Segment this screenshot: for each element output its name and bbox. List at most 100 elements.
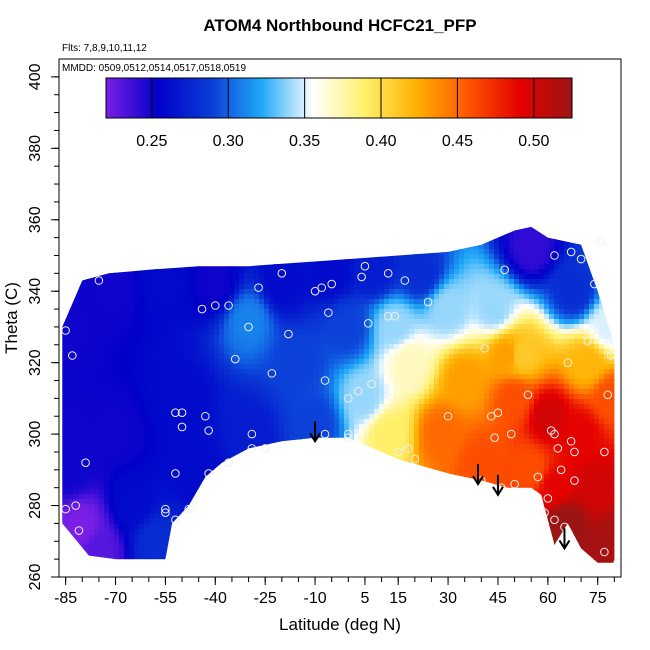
heatmap-cell bbox=[419, 269, 425, 275]
heatmap-cell bbox=[489, 339, 495, 345]
heatmap-cell bbox=[219, 474, 225, 480]
heatmap-cell bbox=[139, 334, 145, 340]
heatmap-cell bbox=[144, 344, 150, 350]
heatmap-cell bbox=[134, 274, 140, 280]
heatmap-cell bbox=[519, 219, 525, 225]
heatmap-cell bbox=[409, 329, 415, 335]
heatmap-cell bbox=[124, 334, 130, 340]
heatmap-cell bbox=[444, 339, 450, 345]
heatmap-cell bbox=[464, 359, 470, 365]
heatmap-cell bbox=[109, 399, 115, 405]
heatmap-cell bbox=[514, 419, 520, 425]
heatmap-cell bbox=[69, 474, 75, 480]
heatmap-cell bbox=[524, 439, 530, 445]
heatmap-cell bbox=[294, 429, 300, 435]
heatmap-cell bbox=[62, 394, 65, 400]
heatmap-cell bbox=[349, 414, 355, 420]
heatmap-cell bbox=[134, 469, 140, 475]
heatmap-cell bbox=[174, 529, 180, 535]
heatmap-cell bbox=[74, 459, 80, 465]
heatmap-cell bbox=[344, 409, 350, 415]
heatmap-cell bbox=[549, 226, 555, 230]
heatmap-cell bbox=[169, 499, 175, 505]
heatmap-cell bbox=[504, 279, 510, 285]
heatmap-cell bbox=[399, 304, 405, 310]
heatmap-cell bbox=[414, 324, 420, 330]
heatmap-cell bbox=[154, 339, 160, 345]
heatmap-cell bbox=[189, 434, 195, 440]
heatmap-cell bbox=[184, 334, 190, 340]
heatmap-cell bbox=[479, 449, 485, 455]
heatmap-cell bbox=[169, 334, 175, 340]
heatmap-cell bbox=[109, 384, 115, 390]
heatmap-cell bbox=[199, 429, 205, 435]
heatmap-cell bbox=[74, 339, 80, 345]
heatmap-cell bbox=[489, 294, 495, 300]
heatmap-cell bbox=[99, 384, 105, 390]
heatmap-cell bbox=[309, 394, 315, 400]
heatmap-cell bbox=[359, 254, 365, 260]
heatmap-cell bbox=[219, 279, 225, 285]
heatmap-cell bbox=[219, 389, 225, 395]
heatmap-cell bbox=[179, 499, 185, 505]
heatmap-cell bbox=[74, 454, 80, 460]
heatmap-cell bbox=[254, 454, 260, 460]
heatmap-cell bbox=[459, 464, 465, 470]
heatmap-cell bbox=[314, 424, 320, 430]
heatmap-cell bbox=[99, 469, 105, 475]
heatmap-cell bbox=[269, 279, 275, 285]
heatmap-cell bbox=[544, 474, 550, 480]
heatmap-cell bbox=[109, 549, 115, 555]
heatmap-cell bbox=[104, 529, 110, 535]
heatmap-cell bbox=[179, 459, 185, 465]
heatmap-cell bbox=[254, 439, 260, 445]
heatmap-cell bbox=[404, 414, 410, 420]
heatmap-cell bbox=[304, 279, 310, 285]
heatmap-cell bbox=[354, 274, 360, 280]
heatmap-cell bbox=[539, 444, 545, 450]
heatmap-cell bbox=[279, 309, 285, 315]
heatmap-cell bbox=[404, 309, 410, 315]
heatmap-cell bbox=[134, 374, 140, 380]
heatmap-cell bbox=[454, 444, 460, 450]
heatmap-cell bbox=[74, 359, 80, 365]
heatmap-cell bbox=[254, 419, 260, 425]
heatmap-cell bbox=[129, 469, 135, 475]
heatmap-cell bbox=[159, 449, 165, 455]
heatmap-cell bbox=[69, 469, 75, 475]
heatmap-cell bbox=[519, 474, 525, 480]
heatmap-cell bbox=[89, 439, 95, 445]
heatmap-cell bbox=[229, 334, 235, 340]
heatmap-cell bbox=[389, 349, 395, 355]
heatmap-cell bbox=[444, 294, 450, 300]
heatmap-cell bbox=[124, 464, 130, 470]
heatmap-cell bbox=[184, 434, 190, 440]
heatmap-cell bbox=[514, 329, 520, 335]
heatmap-cell bbox=[139, 384, 145, 390]
heatmap-cell bbox=[514, 219, 520, 225]
heatmap-cell bbox=[134, 359, 140, 365]
heatmap-cell bbox=[94, 339, 100, 345]
heatmap-cell bbox=[379, 419, 385, 425]
heatmap-cell bbox=[374, 394, 380, 400]
heatmap-cell bbox=[314, 399, 320, 405]
heatmap-cell bbox=[144, 484, 150, 490]
heatmap-cell bbox=[239, 299, 245, 305]
heatmap-cell bbox=[189, 379, 195, 385]
heatmap-cell bbox=[74, 419, 80, 425]
heatmap-cell bbox=[99, 474, 105, 480]
heatmap-cell bbox=[489, 389, 495, 395]
heatmap-cell bbox=[279, 289, 285, 295]
heatmap-cell bbox=[394, 364, 400, 370]
heatmap-cell bbox=[89, 494, 95, 500]
heatmap-cell bbox=[469, 429, 475, 435]
heatmap-cell bbox=[124, 524, 130, 530]
heatmap-cell bbox=[444, 479, 450, 485]
heatmap-cell bbox=[219, 429, 225, 435]
heatmap-cell bbox=[429, 289, 435, 295]
heatmap-cell bbox=[159, 349, 165, 355]
heatmap-cell bbox=[189, 294, 195, 300]
heatmap-cell bbox=[319, 269, 325, 275]
heatmap-cell bbox=[144, 474, 150, 480]
heatmap-cell bbox=[374, 384, 380, 390]
